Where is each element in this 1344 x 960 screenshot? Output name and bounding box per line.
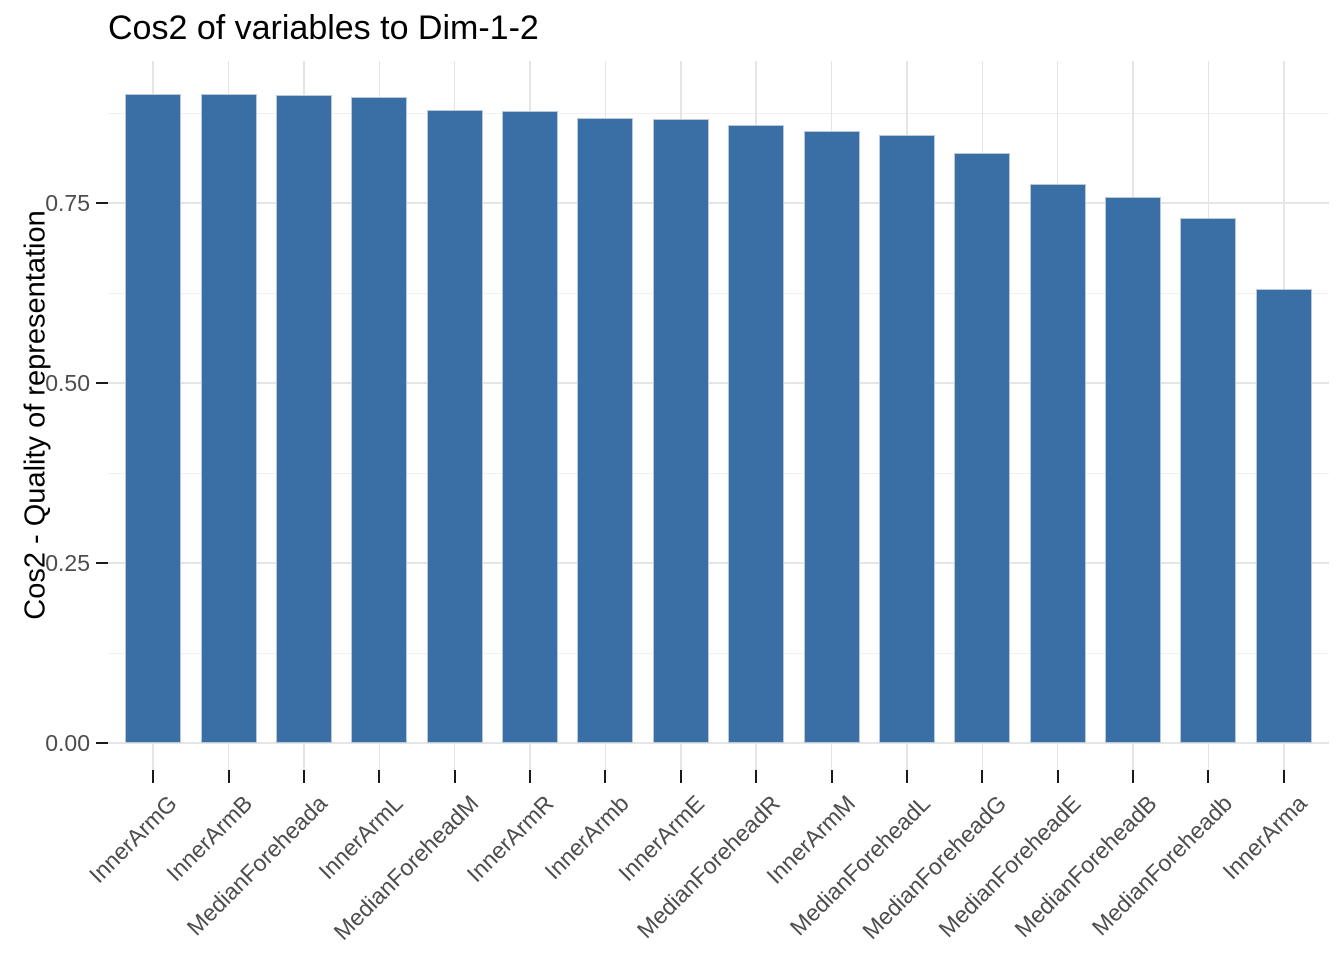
gridline-major-y [108, 202, 1329, 204]
gridline-minor-y [108, 293, 1329, 294]
y-axis-tick [96, 742, 108, 744]
bar-InnerArma [1255, 289, 1312, 743]
x-tick-label: MedianForeheadb [1086, 790, 1237, 941]
x-axis-tick [1282, 770, 1285, 783]
bar-InnerArmB [200, 94, 257, 743]
x-axis-tick [830, 770, 833, 783]
bar-MedianForeheadB [1105, 197, 1162, 743]
bar-InnerArmG [125, 94, 182, 743]
x-axis-tick [453, 770, 456, 783]
gridline-minor-y [108, 113, 1329, 114]
x-axis-tick [755, 770, 758, 783]
y-tick-label: 0.50 [45, 370, 90, 396]
y-axis-tick [96, 562, 108, 564]
x-axis-tick [227, 770, 230, 783]
bar-MedianForeheadG [954, 153, 1011, 743]
x-axis-tick [981, 770, 984, 783]
x-axis-tick [679, 770, 682, 783]
bar-MedianForeheadb [1180, 218, 1237, 743]
gridline-major-y [108, 562, 1329, 564]
bar-InnerArmL [351, 97, 408, 743]
x-tick-label: MedianForeheada [181, 790, 333, 941]
x-axis-tick [905, 770, 908, 783]
y-tick-label: 0.25 [45, 550, 90, 576]
x-axis-tick [1056, 770, 1059, 783]
x-axis-tick [1132, 770, 1135, 783]
x-axis-tick [1207, 770, 1210, 783]
bar-InnerArmb [577, 118, 634, 743]
x-axis-tick [302, 770, 305, 783]
y-axis-tick [96, 382, 108, 384]
bar-MedianForeheadM [426, 110, 483, 743]
x-tick-label: MedianForeheadB [1009, 790, 1162, 943]
x-tick-label: MedianForeheadE [933, 790, 1087, 943]
gridline-minor-y [108, 473, 1329, 474]
bar-InnerArmE [652, 119, 709, 743]
gridline-minor-y [108, 653, 1329, 654]
bar-InnerArmR [502, 111, 559, 743]
plot-panel [108, 61, 1329, 770]
y-tick-label: 0.75 [45, 190, 90, 216]
y-axis-tick [96, 202, 108, 204]
bar-MedianForeheadL [878, 135, 935, 743]
x-tick-label: MedianForeheadL [784, 790, 936, 941]
gridline-major-y [108, 742, 1329, 744]
bar-MedianForeheadE [1029, 184, 1086, 743]
bar-MedianForeheadR [728, 125, 785, 743]
bar-InnerArmM [803, 131, 860, 743]
x-tick-label: MedianForeheadR [631, 790, 785, 944]
x-axis-tick [378, 770, 381, 783]
y-tick-label: 0.00 [45, 730, 90, 756]
bar-MedianForeheada [275, 95, 332, 743]
x-axis-tick [604, 770, 607, 783]
x-axis-tick [152, 770, 155, 783]
chart-title: Cos2 of variables to Dim-1-2 [108, 9, 539, 47]
gridline-major-y [108, 382, 1329, 384]
x-axis-tick [529, 770, 532, 783]
